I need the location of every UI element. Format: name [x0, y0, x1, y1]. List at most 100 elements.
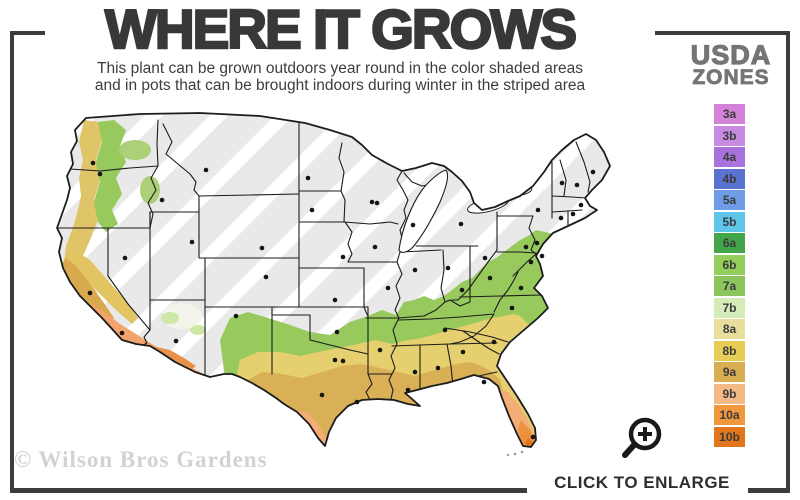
- idaho-green-patch: [140, 176, 160, 204]
- frame-bottom-left: [10, 488, 527, 493]
- city-dot: [558, 215, 564, 221]
- city-dot: [173, 338, 179, 344]
- frame-top-right: [655, 31, 790, 35]
- city-dot: [354, 399, 360, 405]
- city-dot: [319, 392, 325, 398]
- city-dot: [412, 267, 418, 273]
- watermark: © Wilson Bros Gardens: [14, 447, 268, 472]
- city-dot: [189, 239, 195, 245]
- california-gold-valley: [60, 258, 114, 326]
- pacific-nw-yellow-strip: [64, 120, 102, 270]
- city-dot: [305, 175, 311, 181]
- city-dot: [385, 285, 391, 291]
- zone-chip-4a: 4a: [714, 147, 745, 167]
- city-dot: [574, 182, 580, 188]
- california-yellow-band: [66, 250, 138, 324]
- state-borders: [57, 119, 591, 401]
- n-arizona-green-speckle: [161, 312, 179, 324]
- city-dot: [369, 199, 375, 205]
- city-dot: [523, 244, 529, 250]
- zone-chip-10a: 10a: [714, 405, 745, 425]
- city-dot: [332, 297, 338, 303]
- city-dot: [435, 365, 441, 371]
- zone-chip-7a: 7a: [714, 276, 745, 296]
- zone-chip-9a: 9a: [714, 362, 745, 382]
- city-dot: [259, 245, 265, 251]
- city-dot: [203, 167, 209, 173]
- zone-chip-6b: 6b: [714, 254, 745, 275]
- city-dot: [539, 253, 545, 259]
- subtitle: This plant can be grown outdoors year ro…: [10, 60, 670, 94]
- magnifier-zoom-icon[interactable]: [618, 414, 666, 462]
- zone-chip-5b: 5b: [714, 211, 745, 232]
- frame-top-left: [10, 31, 45, 35]
- city-dot: [377, 347, 383, 353]
- enlarge-label[interactable]: CLICK TO ENLARGE: [554, 473, 730, 492]
- zone-chip-8a: 8a: [714, 319, 745, 339]
- zone-chip-3b: 3b: [714, 125, 745, 146]
- city-dot: [119, 330, 125, 336]
- city-dot: [410, 222, 416, 228]
- city-dot: [405, 387, 411, 393]
- zone-chip-7b: 7b: [714, 297, 745, 318]
- zone-chip-8b: 8b: [714, 340, 745, 361]
- city-dot: [332, 357, 338, 363]
- zone-list: 3a 3b 4a 4b 5a 5b 6a 6b 7a 7b 8a 8b 9a 9b 10a 10b: [714, 104, 745, 448]
- legend-title-zones: ZONES: [692, 66, 770, 89]
- cascades-green-strip: [94, 120, 126, 232]
- city-dot: [340, 358, 346, 364]
- enlarge-control[interactable]: CLICK TO ENLARGE: [536, 414, 748, 493]
- city-dot: [458, 221, 464, 227]
- lake-michigan: [398, 169, 449, 253]
- city-dot: [334, 329, 340, 335]
- us-outline: [56, 112, 611, 448]
- city-dot: [263, 274, 269, 280]
- zone-chip-4b: 4b: [714, 168, 745, 189]
- zone-chip-5a: 5a: [714, 190, 745, 210]
- city-dot: [578, 202, 584, 208]
- city-dot: [233, 313, 239, 319]
- city-dot: [590, 169, 596, 175]
- frame-bottom-right: [748, 488, 790, 493]
- city-dot: [159, 197, 165, 203]
- city-dot: [528, 259, 534, 265]
- subtitle-line2: and in pots that can be brought indoors …: [94, 77, 586, 94]
- city-dot: [481, 379, 487, 385]
- city-dot: [482, 255, 488, 261]
- inland-green-patch: [119, 140, 151, 160]
- city-dot: [509, 305, 515, 311]
- header: WHERE IT GROWS This plant can be grown o…: [10, 0, 670, 94]
- frame-left: [10, 31, 14, 492]
- city-dot: [97, 171, 103, 177]
- city-dot: [460, 349, 466, 355]
- frame-right: [786, 31, 790, 492]
- city-dot: [445, 265, 451, 271]
- city-dot: [518, 285, 524, 291]
- city-dot: [530, 434, 536, 440]
- city-dot: [491, 339, 497, 345]
- arizona-orange-patch: [152, 346, 196, 371]
- city-dot: [459, 287, 465, 293]
- subtitle-line1: This plant can be grown outdoors year ro…: [97, 60, 583, 77]
- city-dots: [87, 160, 596, 440]
- city-dot: [372, 244, 378, 250]
- legend-header: USDA ZONES: [668, 40, 794, 89]
- city-dot: [90, 160, 96, 166]
- city-dot: [442, 327, 448, 333]
- legend-title-usda: USDA: [690, 40, 772, 70]
- nm-green-speckle: [190, 325, 206, 335]
- city-dot: [570, 211, 576, 217]
- city-dot: [122, 255, 128, 261]
- city-dot: [535, 207, 541, 213]
- page-title: WHERE IT GROWS: [104, 0, 578, 60]
- city-dot: [412, 369, 418, 375]
- zone-chip-9b: 9b: [714, 383, 745, 404]
- city-dot: [559, 180, 565, 186]
- city-dot: [374, 200, 380, 206]
- zone-chip-6a: 6a: [714, 233, 745, 253]
- florida-keys: [506, 450, 524, 457]
- city-dot: [340, 254, 346, 260]
- city-dot: [487, 275, 493, 281]
